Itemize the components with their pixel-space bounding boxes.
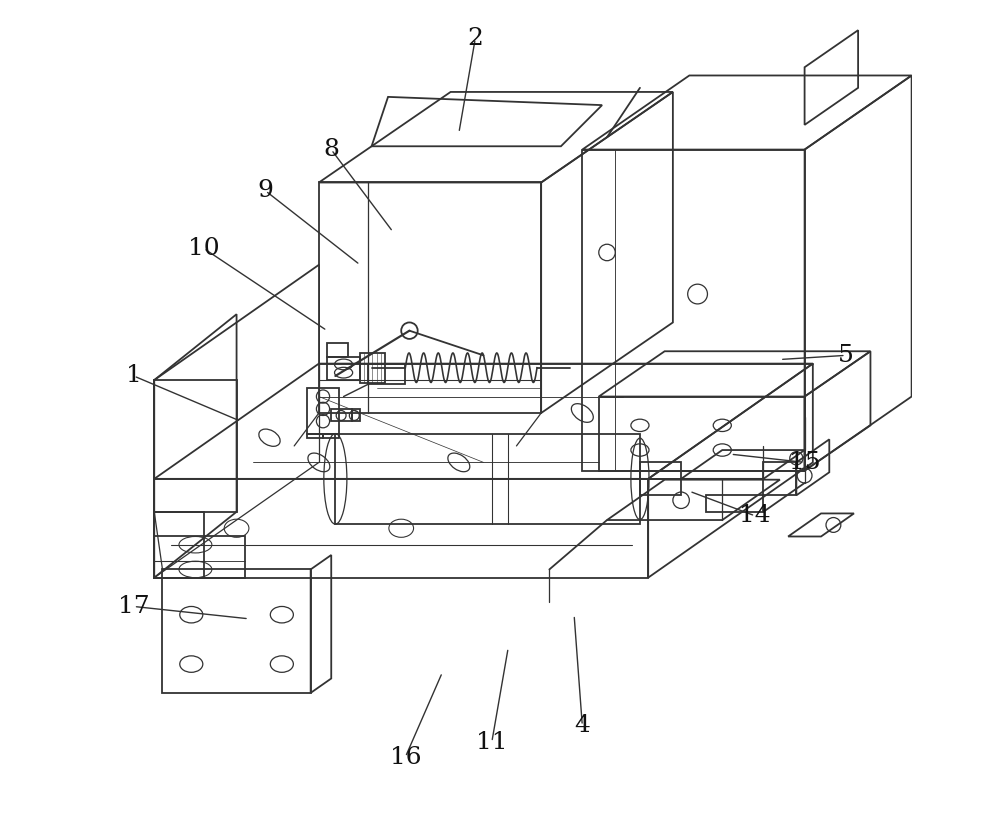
Text: 11: 11 (476, 731, 508, 754)
Text: 5: 5 (838, 344, 854, 367)
Text: 16: 16 (390, 746, 421, 769)
Text: 17: 17 (118, 595, 149, 618)
Text: 1: 1 (126, 364, 142, 387)
Text: 15: 15 (789, 451, 820, 474)
Text: 2: 2 (467, 27, 483, 50)
Text: 9: 9 (257, 179, 273, 202)
Text: 8: 8 (323, 138, 339, 161)
Text: 10: 10 (188, 237, 219, 260)
Text: 4: 4 (574, 714, 590, 738)
Text: 14: 14 (739, 505, 771, 528)
